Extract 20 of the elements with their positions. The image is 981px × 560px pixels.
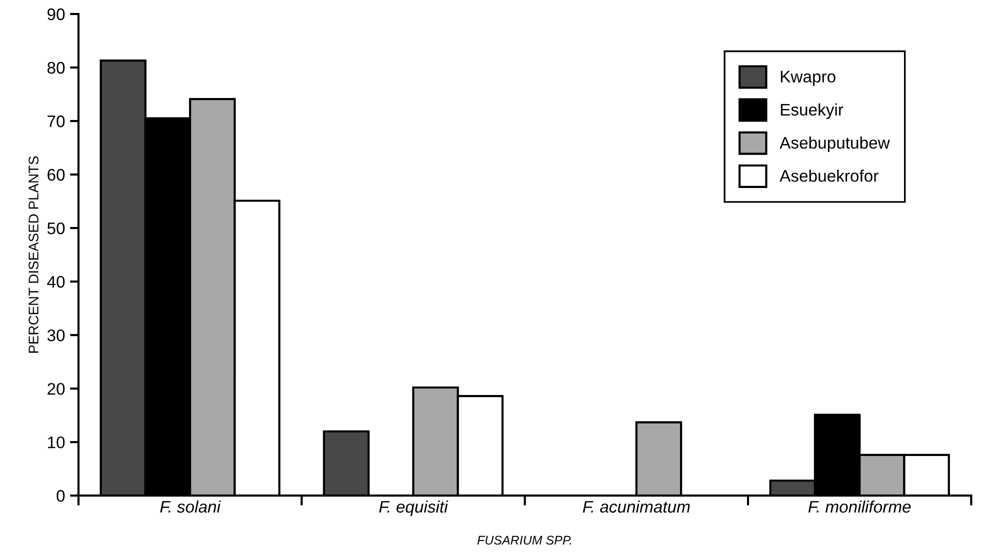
y-tick-label: 60: [48, 168, 65, 181]
y-tick-label: 90: [48, 8, 65, 20]
y-axis-title: PERCENT DISEASED PLANTS: [28, 156, 38, 353]
x-tick-label: F. moniliforme: [808, 500, 911, 513]
x-tick-label: F. equisiti: [379, 500, 448, 516]
y-tick-label: 0: [56, 490, 65, 502]
y-tick-label: 30: [47, 329, 65, 342]
x-tick-label: F. solani: [160, 500, 221, 513]
legend-label: Asebuekrofor: [780, 170, 878, 182]
y-tick-label: 70: [48, 115, 65, 128]
legend-label: Kwapro: [780, 70, 836, 86]
legend-label: Esuekyir: [780, 103, 844, 119]
y-tick-label: 80: [47, 62, 65, 74]
y-tick-label: 20: [48, 382, 65, 395]
y-tick-label: 50: [47, 222, 65, 234]
y-tick-label: 10: [48, 436, 65, 448]
y-tick-label: 40: [47, 276, 65, 288]
x-axis-title: FUSARIUM SPP.: [477, 536, 572, 545]
legend-label: Asebuputubew: [780, 136, 890, 152]
x-tick-label: F. acunimatum: [582, 500, 690, 513]
